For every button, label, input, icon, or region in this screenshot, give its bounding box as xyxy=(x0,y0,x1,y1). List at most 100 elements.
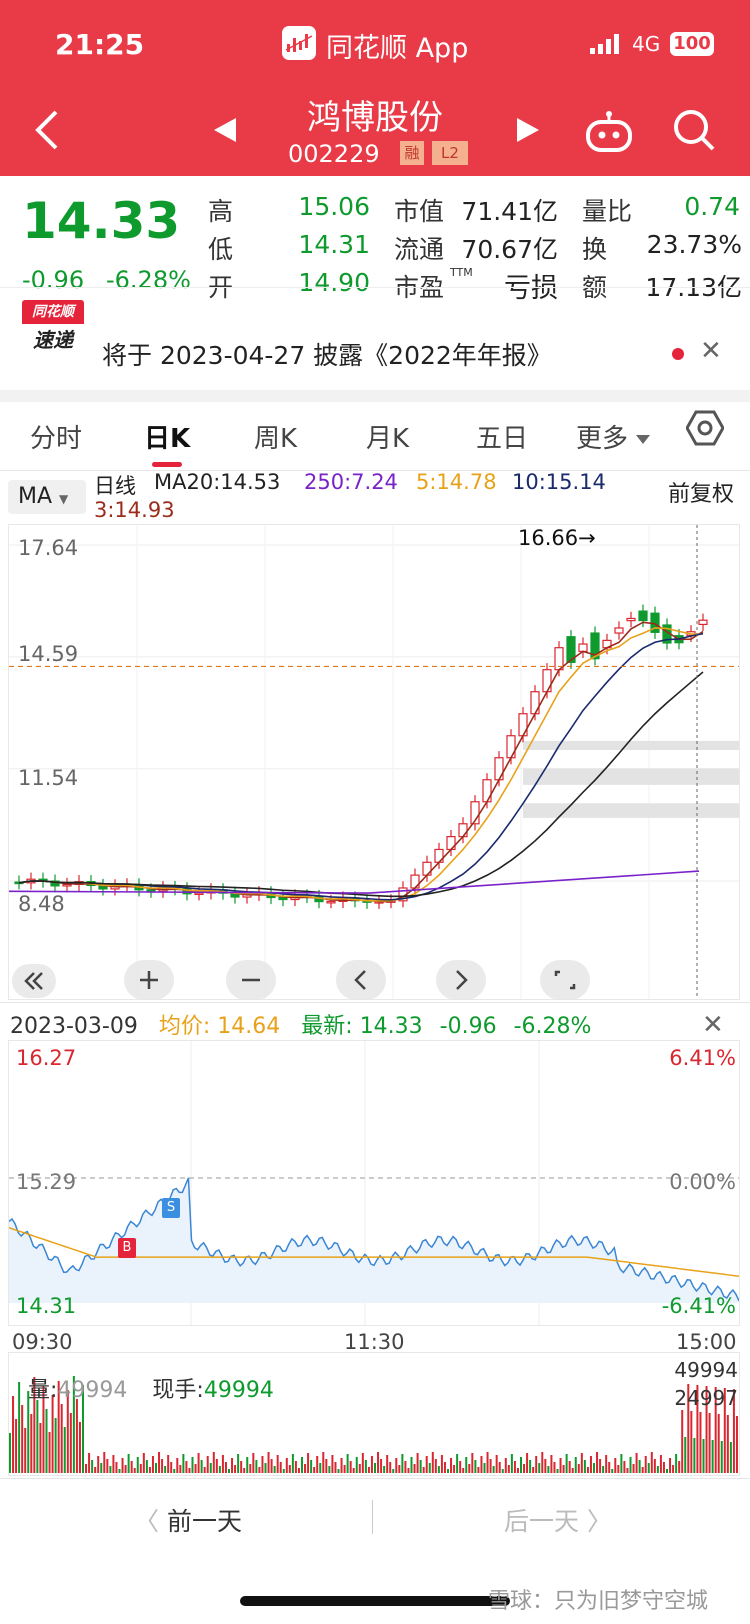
pe-label: 市盈 xyxy=(394,273,445,302)
scroll-right-button[interactable] xyxy=(436,960,486,1000)
close-icon[interactable]: ✕ xyxy=(702,1010,724,1040)
volume-bar xyxy=(422,1467,425,1473)
volume-bar xyxy=(72,1376,75,1473)
volume-bar xyxy=(291,1454,294,1473)
volume-bar xyxy=(386,1455,389,1473)
volume-bar xyxy=(577,1464,580,1473)
volume-bar xyxy=(249,1464,252,1473)
volume-bar xyxy=(507,1465,510,1473)
prev-day-button[interactable]: 〈 前一天 xyxy=(134,1502,242,1538)
now-volume-value: 49994 xyxy=(203,1378,274,1403)
volume-bar xyxy=(565,1454,568,1473)
volume-label: 量: xyxy=(28,1378,58,1403)
ma-selector[interactable]: MA ▼ xyxy=(8,480,86,514)
fullscreen-button[interactable] xyxy=(540,960,590,1000)
candle-body xyxy=(626,617,636,622)
adjust-mode[interactable]: 前复权 xyxy=(668,482,735,507)
tab-yuek[interactable]: 月K xyxy=(366,424,410,454)
next-day-button[interactable]: 后一天 〉 xyxy=(504,1502,612,1538)
volume-bar xyxy=(729,1442,732,1473)
zoom-out-button[interactable] xyxy=(226,960,276,1000)
zoom-in-button[interactable] xyxy=(124,960,174,1000)
volume-bar xyxy=(221,1455,224,1473)
volume-bar xyxy=(650,1452,653,1473)
candle-body xyxy=(278,896,288,901)
rewind-button[interactable] xyxy=(12,964,56,998)
volume-bar xyxy=(18,1382,21,1473)
volume-bar xyxy=(735,1416,738,1473)
home-indicator[interactable] xyxy=(240,1596,510,1606)
volume-bar xyxy=(36,1400,39,1473)
signal-icon xyxy=(590,34,624,58)
volume-bar xyxy=(237,1454,240,1473)
volume-bar xyxy=(194,1464,197,1473)
kline-ylabel: 14.59 xyxy=(18,642,79,666)
divider xyxy=(0,1002,750,1003)
intraday-chart[interactable] xyxy=(8,1040,740,1326)
volume-bar xyxy=(702,1439,705,1473)
close-icon[interactable]: ✕ xyxy=(700,336,722,366)
volume-bar xyxy=(611,1469,614,1473)
next-stock-icon[interactable] xyxy=(515,116,541,148)
volume-bar xyxy=(145,1460,148,1473)
volume-bar xyxy=(252,1453,255,1473)
search-icon[interactable] xyxy=(672,108,716,156)
volume-bar xyxy=(580,1453,583,1473)
volume-bar xyxy=(638,1460,641,1473)
volume-bar xyxy=(75,1399,78,1473)
volume-bar xyxy=(142,1453,145,1473)
volume-bar xyxy=(602,1466,605,1473)
prev-stock-icon[interactable] xyxy=(212,116,238,148)
volume-bar xyxy=(206,1456,209,1473)
scroll-left-button[interactable] xyxy=(336,960,386,1000)
volume-bar xyxy=(209,1463,212,1473)
settings-icon[interactable] xyxy=(685,410,725,450)
kline-chart[interactable] xyxy=(8,524,740,1000)
volume-bar xyxy=(42,1386,45,1473)
gap-zone xyxy=(523,803,739,818)
volume-bar xyxy=(559,1458,562,1473)
gap-zone xyxy=(523,740,739,751)
gap-zone xyxy=(523,768,739,785)
stock-name: 鸿博股份 xyxy=(307,98,443,138)
candle-body xyxy=(698,619,708,626)
amount-value: 17.13亿 xyxy=(645,273,742,302)
volume-bar xyxy=(662,1462,665,1473)
divider xyxy=(372,1500,373,1534)
volume-bar xyxy=(629,1457,632,1473)
tab-fenshi[interactable]: 分时 xyxy=(30,424,83,454)
volume-bar xyxy=(647,1463,650,1473)
volume-bar xyxy=(304,1464,307,1473)
avg-value: 14.64 xyxy=(217,1014,281,1039)
news-badge[interactable]: 同花顺 速递 xyxy=(22,300,84,360)
volume-bar xyxy=(465,1457,468,1473)
back-icon[interactable] xyxy=(32,108,62,156)
tab-zhouk[interactable]: 周K xyxy=(254,424,298,454)
robot-assistant-icon[interactable] xyxy=(585,108,633,156)
tab-wuri[interactable]: 五日 xyxy=(476,424,529,454)
volume-bar xyxy=(158,1452,161,1473)
volume-bar xyxy=(288,1465,291,1473)
volume-bar xyxy=(297,1468,300,1473)
volume-bar xyxy=(428,1463,431,1473)
kline-svg xyxy=(8,525,739,999)
volume-bar xyxy=(471,1453,474,1473)
volume-bar xyxy=(191,1457,194,1473)
tab-more[interactable]: 更多 xyxy=(576,424,629,454)
volume-bar xyxy=(331,1455,334,1473)
volume-bar xyxy=(112,1455,115,1473)
volume-bar xyxy=(675,1454,678,1473)
volume-bar xyxy=(109,1466,112,1473)
candle-body xyxy=(530,691,540,715)
volume-bar xyxy=(653,1459,656,1473)
candle-body xyxy=(194,892,204,896)
candle-body xyxy=(566,636,576,663)
max-price-marker: 16.66→ xyxy=(518,526,596,550)
notice-text[interactable]: 将于 2023-04-27 披露《2022年年报》 xyxy=(102,341,552,370)
tab-rik[interactable]: 日K xyxy=(144,424,191,454)
volume-bar xyxy=(635,1453,638,1473)
volume-bar xyxy=(21,1405,24,1473)
volume-bar xyxy=(301,1457,303,1473)
level2-badge: L2 xyxy=(432,141,468,165)
turnover-value: 23.73% xyxy=(646,230,742,259)
